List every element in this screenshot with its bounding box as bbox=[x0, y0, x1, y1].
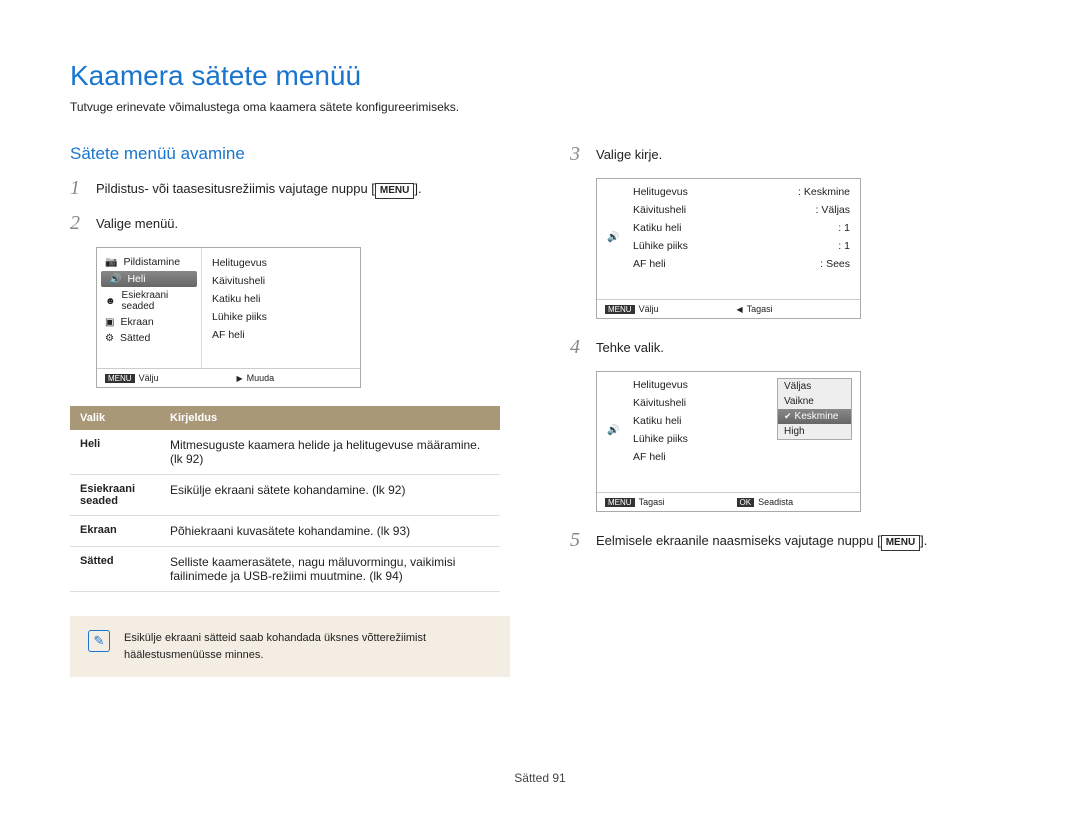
check-icon bbox=[784, 411, 795, 422]
step-2: 2 Valige menüü. bbox=[70, 213, 510, 233]
dropdown-option-selected: Keskmine bbox=[778, 409, 851, 424]
note-icon: ✎ bbox=[88, 630, 110, 652]
list-item: Katiku heli:1 bbox=[597, 219, 860, 237]
step-text: Valige menüü. bbox=[96, 213, 178, 233]
table-header: Kirjeldus bbox=[160, 406, 500, 430]
dropdown-option: Vaikne bbox=[778, 394, 851, 409]
step-text: Valige kirje. bbox=[596, 144, 662, 164]
footer-set: OKSeadista bbox=[729, 493, 861, 511]
dropdown-popup: Väljas Vaikne Keskmine High bbox=[777, 378, 852, 440]
menu-row: Sätted bbox=[97, 330, 201, 346]
step-text: Tehke valik. bbox=[596, 337, 664, 357]
step-number: 2 bbox=[70, 213, 86, 233]
dropdown-option: High bbox=[778, 424, 851, 439]
menu-row: Ekraan bbox=[97, 314, 201, 330]
list-item: Helitugevus bbox=[202, 254, 360, 272]
list-item: Käivitusheli bbox=[202, 272, 360, 290]
menu-button-label: MENU bbox=[375, 183, 414, 199]
menu-row-selected: Heli bbox=[101, 271, 197, 287]
list-item: AF heli:Sees bbox=[597, 255, 860, 273]
step-text: Eelmisele ekraanile naasmiseks vajutage … bbox=[596, 530, 927, 551]
table-row: Esiekraani seadedEsikülje ekraani sätete… bbox=[70, 475, 500, 516]
list-item: AF heli bbox=[597, 448, 860, 466]
camera-screen-2: Helitugevus:Keskmine Käivitusheli:Väljas… bbox=[596, 178, 861, 319]
footer-back: Tagasi bbox=[729, 300, 861, 318]
list-item: Lühike piiks bbox=[202, 308, 360, 326]
step-number: 4 bbox=[570, 337, 586, 357]
list-item: AF heli bbox=[202, 326, 360, 344]
sound-icon bbox=[607, 229, 619, 243]
page-footer: Sätted 91 bbox=[0, 771, 1080, 785]
table-row: HeliMitmesuguste kaamera helide ja helit… bbox=[70, 430, 500, 475]
table-header: Valik bbox=[70, 406, 160, 430]
table-row: EkraanPõhiekraani kuvasätete kohandamine… bbox=[70, 516, 500, 547]
menu-row: Pildistamine bbox=[97, 254, 201, 270]
sound-icon bbox=[109, 273, 121, 285]
right-arrow-icon bbox=[237, 373, 243, 383]
step-number: 1 bbox=[70, 178, 86, 198]
camera-screen-1: Pildistamine Heli Esiekraaniseaded Ekraa… bbox=[96, 247, 361, 388]
screen-icon bbox=[105, 316, 114, 328]
step-4: 4 Tehke valik. bbox=[570, 337, 1010, 357]
footer-exit: MENUVälju bbox=[597, 300, 729, 318]
dropdown-option: Väljas bbox=[778, 379, 851, 394]
step-1: 1 Pildistus- või taasesitusrežiimis vaju… bbox=[70, 178, 510, 199]
note-box: ✎ Esikülje ekraani sätteid saab kohandad… bbox=[70, 616, 510, 677]
left-arrow-icon bbox=[737, 304, 743, 314]
footer-exit: MENUVälju bbox=[97, 369, 229, 387]
list-item: Katiku heli bbox=[202, 290, 360, 308]
camera-icon bbox=[105, 256, 117, 268]
sound-icon bbox=[607, 422, 619, 436]
menu-row: Esiekraaniseaded bbox=[97, 288, 201, 314]
list-item: Lühike piiks:1 bbox=[597, 237, 860, 255]
step-text: Pildistus- või taasesitusrežiimis vajuta… bbox=[96, 178, 422, 199]
section-heading: Sätete menüü avamine bbox=[70, 144, 510, 164]
face-icon bbox=[105, 295, 116, 307]
step-3: 3 Valige kirje. bbox=[570, 144, 1010, 164]
definitions-table: ValikKirjeldus HeliMitmesuguste kaamera … bbox=[70, 406, 500, 592]
step-number: 3 bbox=[570, 144, 586, 164]
gear-icon bbox=[105, 332, 114, 344]
list-item: Käivitusheli:Väljas bbox=[597, 201, 860, 219]
footer-change: Muuda bbox=[229, 369, 361, 387]
table-row: SättedSelliste kaamerasätete, nagu mäluv… bbox=[70, 547, 500, 592]
camera-screen-3: Helitugevus Käivitusheli Katiku heli Lüh… bbox=[596, 371, 861, 512]
step-5: 5 Eelmisele ekraanile naasmiseks vajutag… bbox=[570, 530, 1010, 551]
page-subtitle: Tutvuge erinevate võimalustega oma kaame… bbox=[70, 100, 1010, 114]
page-title: Kaamera sätete menüü bbox=[70, 60, 1010, 92]
step-number: 5 bbox=[570, 530, 586, 550]
note-text: Esikülje ekraani sätteid saab kohandada … bbox=[124, 630, 492, 663]
menu-button-label: MENU bbox=[881, 535, 920, 551]
footer-back: MENUTagasi bbox=[597, 493, 729, 511]
list-item-selected: Helitugevus:Keskmine bbox=[597, 183, 860, 201]
